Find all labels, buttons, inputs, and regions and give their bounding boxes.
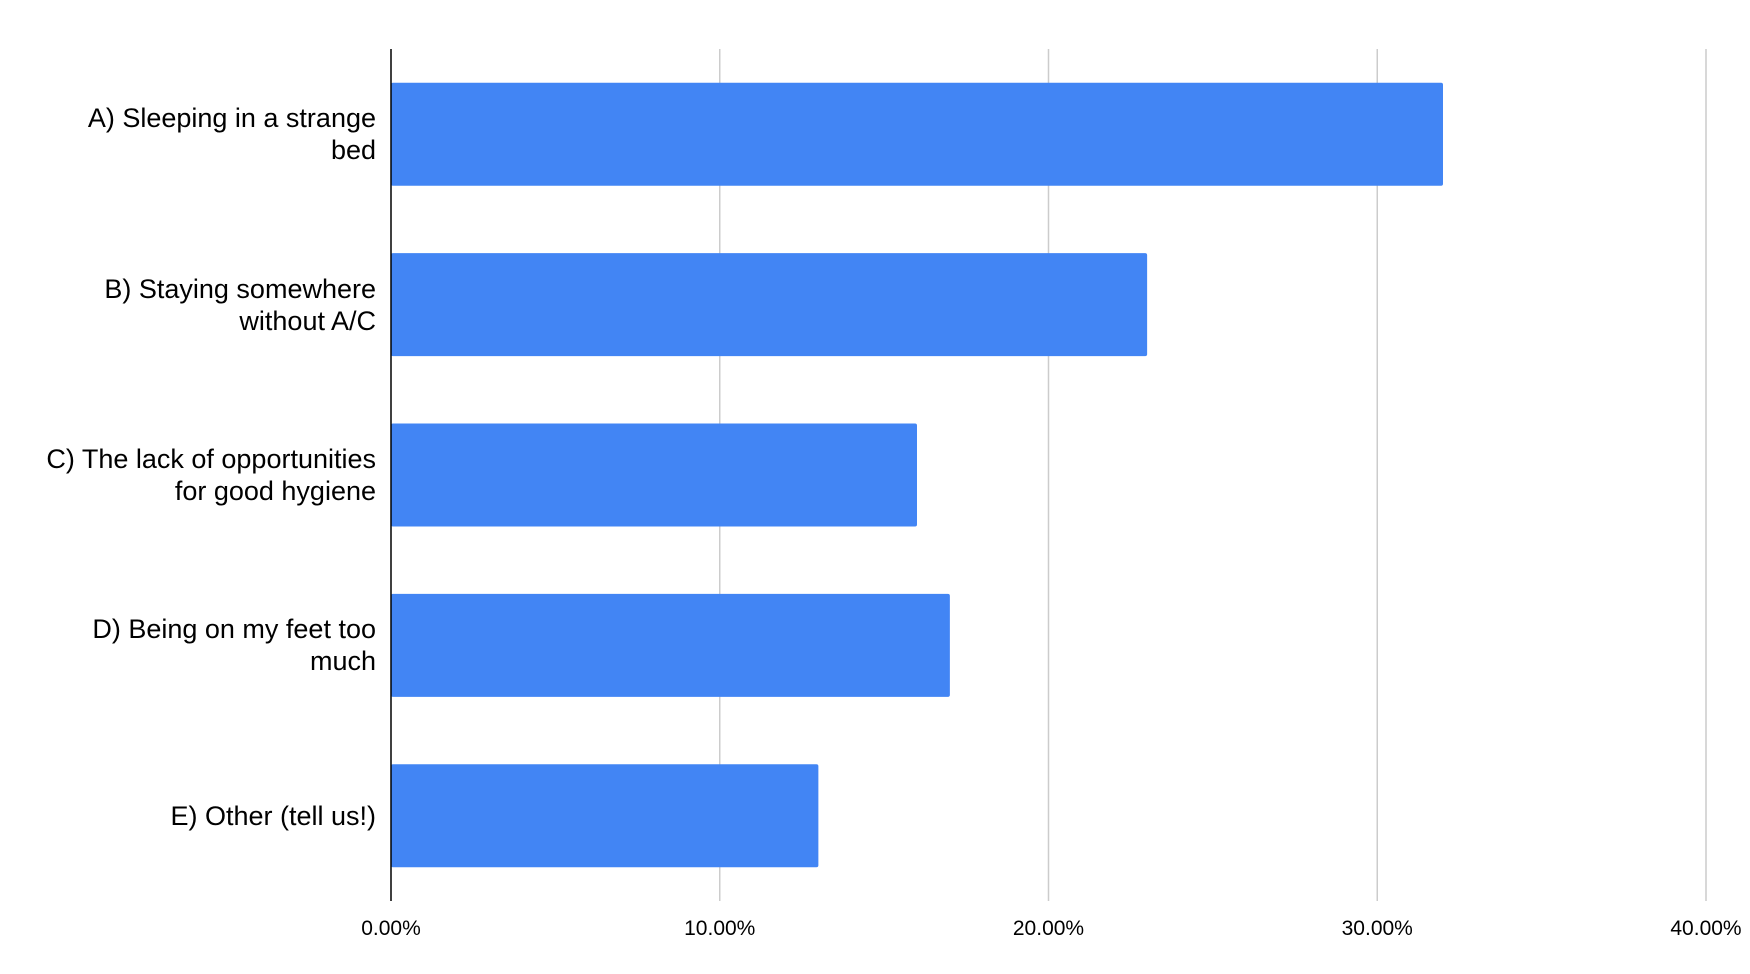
bar (391, 423, 917, 527)
bar (391, 253, 1148, 357)
y-tick-label: E) Other (tell us!) (170, 800, 376, 831)
x-tick-label: 10.00% (684, 917, 755, 940)
y-tick-label: C) The lack of opportunities for good hy… (46, 444, 376, 506)
bar (391, 82, 1443, 186)
y-tick-label: D) Being on my feet too much (92, 614, 376, 677)
bar (391, 764, 819, 868)
x-tick-label: 0.00% (361, 917, 421, 940)
x-tick-label: 20.00% (1013, 917, 1084, 940)
x-tick-label: 30.00% (1342, 917, 1413, 940)
y-tick-label: B) Staying somewhere without A/C (104, 273, 376, 336)
x-tick-label: 40.00% (1670, 917, 1741, 940)
bar (391, 593, 950, 697)
y-tick-label: A) Sleeping in a strange bed (87, 103, 376, 166)
